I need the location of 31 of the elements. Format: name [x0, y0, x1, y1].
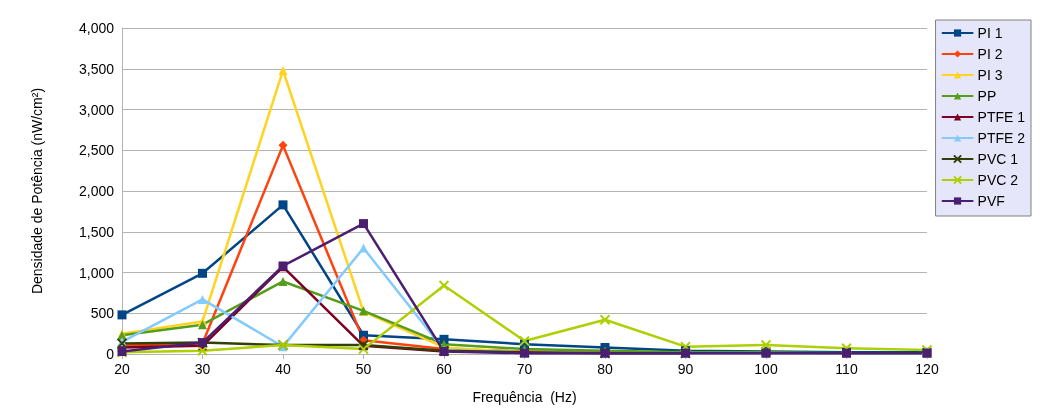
y-tick-label: 1,000 [78, 264, 115, 281]
x-tick-label: 70 [516, 361, 533, 377]
x-tick-label: 110 [835, 361, 858, 377]
x-tick-label: 90 [677, 361, 694, 377]
x-tick-label: 50 [355, 361, 372, 377]
x-tick-label: 80 [597, 361, 613, 377]
x-tick-label: 100 [754, 361, 778, 377]
y-tick-label: 3,000 [78, 101, 115, 118]
x-tick-label: 20 [114, 361, 130, 377]
y-axis-title: Densidade de Potência (nW/cm²) [29, 87, 45, 295]
y-tick-label: 500 [90, 305, 115, 322]
legend-label: PI 2 [977, 46, 1003, 62]
legend-label: PTFE 2 [977, 130, 1026, 146]
legend-label: PTFE 1 [977, 109, 1026, 125]
legend-label: PI 1 [977, 25, 1003, 41]
y-tick-label: 0 [106, 346, 115, 362]
x-tick-label: 120 [915, 361, 939, 377]
x-tick-label: 40 [275, 361, 291, 377]
x-tick-label: 30 [194, 361, 211, 377]
legend-label: PVC 1 [977, 151, 1019, 167]
x-tick-label: 60 [436, 361, 452, 377]
legend-label: PVC 2 [977, 172, 1019, 188]
y-tick-label: 1,500 [78, 223, 115, 240]
x-axis-title: Frequência (Hz) [472, 389, 577, 405]
legend-label: PI 3 [977, 67, 1003, 83]
y-tick-label: 4,000 [78, 20, 115, 36]
y-tick-label: 3,500 [78, 60, 115, 77]
legend-label: PP [977, 88, 997, 104]
y-tick-label: 2,000 [78, 183, 115, 199]
legend-label: PVF [977, 193, 1005, 209]
y-tick-label: 2,500 [78, 142, 115, 159]
